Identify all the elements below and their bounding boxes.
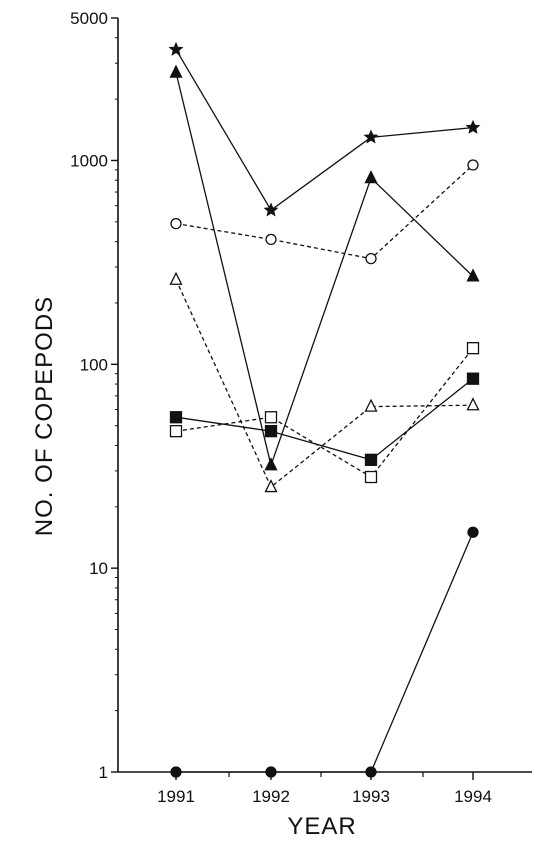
y-tick-label: 100	[80, 355, 108, 374]
star-marker	[465, 119, 481, 134]
star-marker	[263, 202, 279, 217]
x-tick-label: 1992	[252, 787, 290, 806]
series-line	[175, 279, 474, 489]
series-line	[176, 532, 474, 773]
circle-marker	[365, 252, 377, 265]
series-line	[175, 49, 474, 212]
circle-marker	[467, 159, 479, 171]
series-1	[168, 41, 481, 217]
series-layer	[168, 41, 481, 778]
triangle-marker	[169, 271, 183, 285]
series-3	[170, 159, 479, 265]
series-line	[175, 164, 474, 260]
triangle-marker	[169, 64, 183, 78]
x-ticks: 1991 1992 1993 1994	[157, 772, 492, 806]
circle-marker	[170, 766, 182, 778]
square-marker	[169, 425, 183, 438]
circle-marker	[265, 233, 277, 246]
series-6	[169, 372, 480, 466]
square-marker	[364, 470, 378, 484]
series-2	[169, 64, 480, 471]
square-marker	[466, 342, 480, 355]
triangle-marker	[364, 398, 378, 412]
x-tick-label: 1994	[454, 787, 492, 806]
x-tick-label: 1991	[157, 787, 195, 806]
y-tick-label: 1000	[70, 151, 108, 170]
circle-marker	[170, 217, 182, 230]
series-line	[175, 347, 474, 478]
square-marker	[466, 372, 480, 385]
triangle-marker	[466, 268, 480, 282]
star-marker	[168, 41, 184, 56]
star-marker	[363, 129, 379, 144]
circle-marker	[365, 766, 377, 778]
triangle-marker	[264, 479, 278, 493]
square-marker	[364, 453, 378, 466]
triangle-marker	[264, 457, 278, 471]
square-marker	[264, 411, 278, 424]
square-marker	[264, 425, 278, 438]
series-5	[169, 342, 480, 484]
circle-marker	[265, 766, 277, 778]
x-axis-title: YEAR	[287, 813, 356, 840]
series-line	[175, 72, 474, 468]
y-tick-label: 10	[89, 559, 108, 578]
triangle-marker	[466, 397, 480, 411]
y-tick-label: 5000	[70, 9, 108, 28]
x-tick-label: 1993	[352, 787, 390, 806]
y-axis-title: NO. OF COPEPODS	[31, 296, 58, 536]
triangle-marker	[364, 170, 378, 184]
y-tick-label: 1	[99, 763, 108, 782]
series-4	[169, 271, 480, 493]
circle-marker	[467, 526, 479, 538]
square-marker	[169, 411, 183, 424]
y-ticks: 1 10 100 1000 5000	[70, 9, 118, 782]
series-line	[175, 378, 474, 461]
series-7	[170, 526, 479, 778]
